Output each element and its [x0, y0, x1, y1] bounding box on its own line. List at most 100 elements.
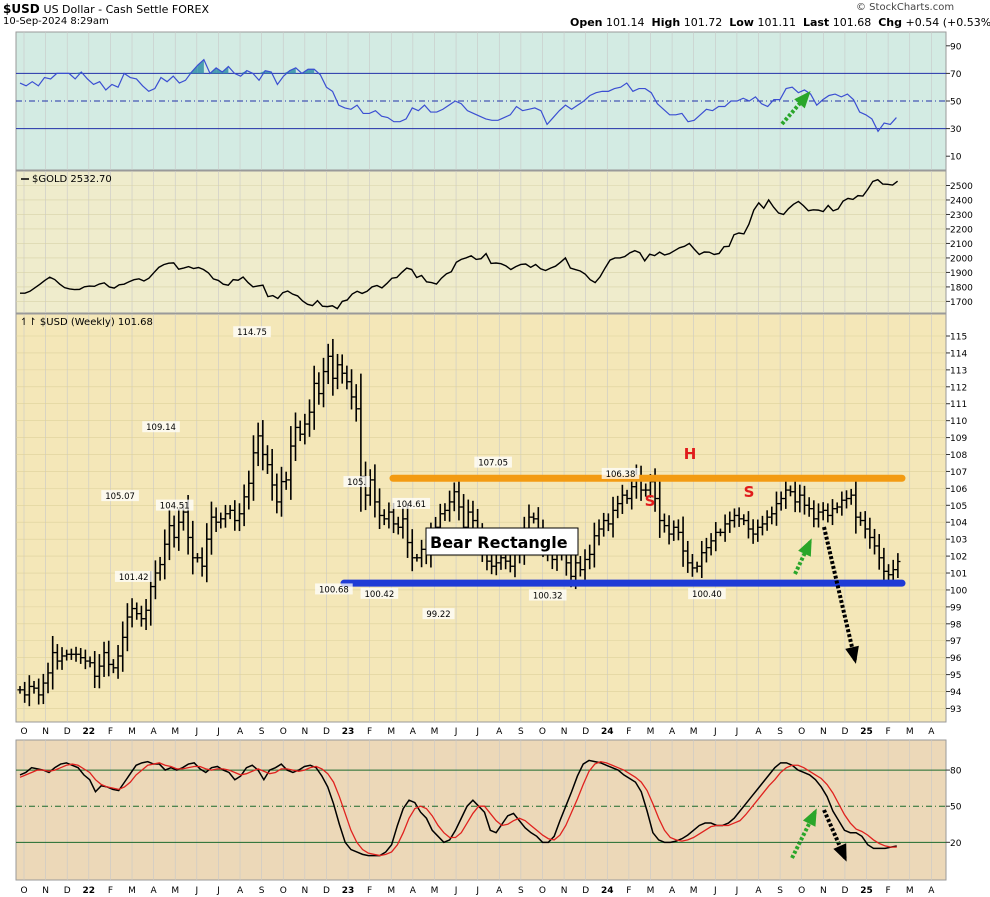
x-tick-label: J — [713, 886, 717, 896]
x-tick-label: J — [475, 886, 479, 896]
usd-tick-label: 105 — [950, 502, 967, 512]
rsi-tick-label: 50 — [950, 98, 962, 108]
usd-down-arrow-head — [845, 645, 859, 664]
x-tick-label: 22 — [83, 727, 96, 737]
x-tick-label: 25 — [860, 727, 873, 737]
panel-stoch-bg — [15, 739, 947, 881]
x-tick-label: N — [301, 727, 308, 737]
x-tick-label: F — [108, 886, 113, 896]
hl-label-bg — [315, 583, 353, 595]
hl-label-bg — [114, 570, 153, 582]
hl-label: 101.42 — [119, 573, 149, 583]
hl-label: 105.07 — [105, 492, 135, 502]
hl-label: 106.38 — [606, 470, 636, 480]
stoch-tick-label: 50 — [950, 803, 962, 813]
hl-label: 100.32 — [533, 592, 563, 602]
rsi-up-arrow-shaft — [780, 92, 810, 126]
hl-label-bg — [392, 497, 431, 509]
usd-tick-label: 114 — [950, 349, 967, 359]
hl-label: 114.75 — [237, 328, 267, 338]
usd-tick-label: 112 — [950, 383, 967, 393]
x-tick-label: J — [216, 886, 220, 896]
stoch-d-line — [19, 760, 897, 857]
x-tick-label: S — [777, 727, 783, 737]
gold-tick-label: 2100 — [950, 240, 973, 250]
x-tick-label: 24 — [601, 886, 614, 896]
usd-tick-label: 115 — [950, 333, 967, 343]
x-tick-label: S — [259, 727, 265, 737]
rsi-tick-label: 10 — [950, 153, 962, 163]
x-tick-label: A — [496, 727, 503, 737]
x-tick-label: A — [410, 886, 417, 896]
hl-label-bg — [601, 467, 640, 479]
rsi-tick-label: 90 — [950, 42, 962, 52]
hl-label: 105. — [347, 478, 366, 488]
stoch-down-arrow-head — [833, 843, 847, 862]
x-tick-label: F — [886, 886, 891, 896]
x-tick-label: O — [20, 727, 27, 737]
usd-tick-label: 102 — [950, 553, 967, 563]
gold-legend-label: $GOLD 2532.70 — [32, 174, 112, 185]
x-tick-label: D — [323, 886, 330, 896]
usd-tick-label: 113 — [950, 366, 967, 376]
chart-title: $USD US Dollar - Cash Settle FOREX — [3, 2, 210, 16]
hl-label-bg — [528, 589, 567, 601]
x-tick-label: A — [669, 886, 676, 896]
hl-label: 109.14 — [146, 423, 176, 433]
hl-label-bg — [142, 421, 180, 433]
x-tick-label: D — [582, 886, 589, 896]
x-tick-label: D — [64, 886, 71, 896]
x-tick-label: J — [475, 727, 479, 737]
stoch-tick-label: 80 — [950, 767, 962, 777]
usd-tick-label: 99 — [950, 603, 962, 613]
usd-tick-label: 107 — [950, 468, 967, 478]
x-tick-label: J — [713, 727, 717, 737]
x-tick-label: O — [539, 727, 546, 737]
x-tick-label: A — [410, 727, 417, 737]
x-tick-label: 22 — [83, 886, 96, 896]
x-tick-label: A — [928, 886, 935, 896]
x-tick-label: J — [735, 886, 739, 896]
chart-date: 10-Sep-2024 8:29am — [3, 16, 109, 27]
x-tick-label: M — [387, 727, 395, 737]
x-tick-label: M — [690, 886, 698, 896]
usd-tick-label: 103 — [950, 536, 967, 546]
rsi-tick-label: 70 — [950, 70, 962, 80]
x-tick-label: M — [387, 886, 395, 896]
hl-label-bg — [101, 490, 139, 502]
hl-label: 107.05 — [478, 459, 508, 469]
x-tick-label: A — [669, 727, 676, 737]
x-tick-label: S — [518, 727, 524, 737]
gold-line — [20, 178, 899, 310]
hl-label-bg — [360, 587, 399, 599]
usd-tick-label: 104 — [950, 519, 967, 529]
x-tick-label: M — [906, 727, 914, 737]
x-tick-label: M — [690, 727, 698, 737]
x-tick-label: D — [323, 727, 330, 737]
x-tick-label: N — [42, 886, 49, 896]
x-tick-label: F — [108, 727, 113, 737]
gold-tick-label: 1700 — [950, 298, 973, 308]
usd-tick-label: 109 — [950, 434, 967, 444]
hl-label-bg — [155, 499, 194, 511]
rsi-overbought-fill — [308, 69, 315, 74]
bear-rectangle-label: Bear Rectangle — [430, 533, 568, 552]
x-tick-label: 23 — [342, 886, 355, 896]
x-tick-label: 24 — [601, 727, 614, 737]
x-tick-label: 25 — [860, 886, 873, 896]
x-tick-label: 23 — [342, 727, 355, 737]
x-tick-label: O — [539, 886, 546, 896]
x-tick-label: S — [259, 886, 265, 896]
x-tick-label: S — [777, 886, 783, 896]
stoch-down-arrow-shaft — [822, 809, 847, 859]
hl-label: 100.40 — [692, 590, 722, 600]
usd-up-arrow-shaft — [793, 541, 812, 575]
ohlc-summary: Open 101.14 High 101.72 Low 101.11 Last … — [570, 16, 990, 29]
x-tick-label: M — [647, 886, 655, 896]
x-tick-label: N — [42, 727, 49, 737]
x-tick-label: D — [582, 727, 589, 737]
x-tick-label: M — [431, 727, 439, 737]
x-tick-label: F — [626, 727, 631, 737]
stoch-k-line — [19, 759, 897, 857]
